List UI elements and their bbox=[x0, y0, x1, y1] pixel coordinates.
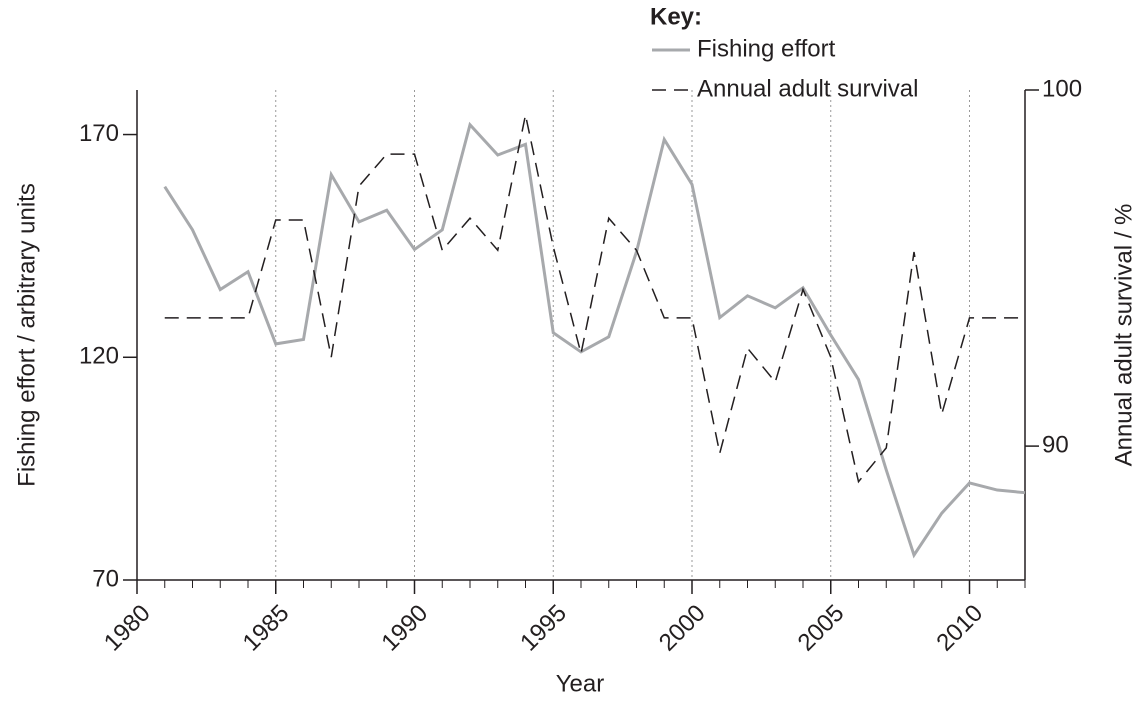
x-tick-label: 1980 bbox=[99, 600, 156, 657]
series-line bbox=[164, 114, 1025, 484]
legend-title: Key: bbox=[650, 3, 702, 30]
x-axis-label: Year bbox=[556, 670, 605, 697]
x-tick-label: 1995 bbox=[515, 600, 572, 657]
x-tick-label: 2000 bbox=[654, 600, 711, 657]
y-tick-label: 70 bbox=[92, 565, 119, 592]
y2-tick-label: 100 bbox=[1042, 75, 1082, 102]
x-tick-label: 2010 bbox=[931, 600, 988, 657]
y-tick-label: 120 bbox=[79, 343, 119, 370]
x-tick-label: 1990 bbox=[376, 600, 433, 657]
y2-axis-label: Annual adult survival / % bbox=[1110, 204, 1137, 467]
y2-tick-label: 90 bbox=[1042, 431, 1069, 458]
x-tick-label: 1985 bbox=[238, 600, 295, 657]
y-tick-label: 170 bbox=[79, 120, 119, 147]
y-axis-label: Fishing effort / arbitrary units bbox=[13, 183, 40, 487]
legend-label: Fishing effort bbox=[697, 35, 836, 62]
series-line bbox=[163, 121, 1026, 559]
legend-label: Annual adult survival bbox=[697, 75, 918, 102]
x-tick-label: 2005 bbox=[793, 600, 850, 657]
